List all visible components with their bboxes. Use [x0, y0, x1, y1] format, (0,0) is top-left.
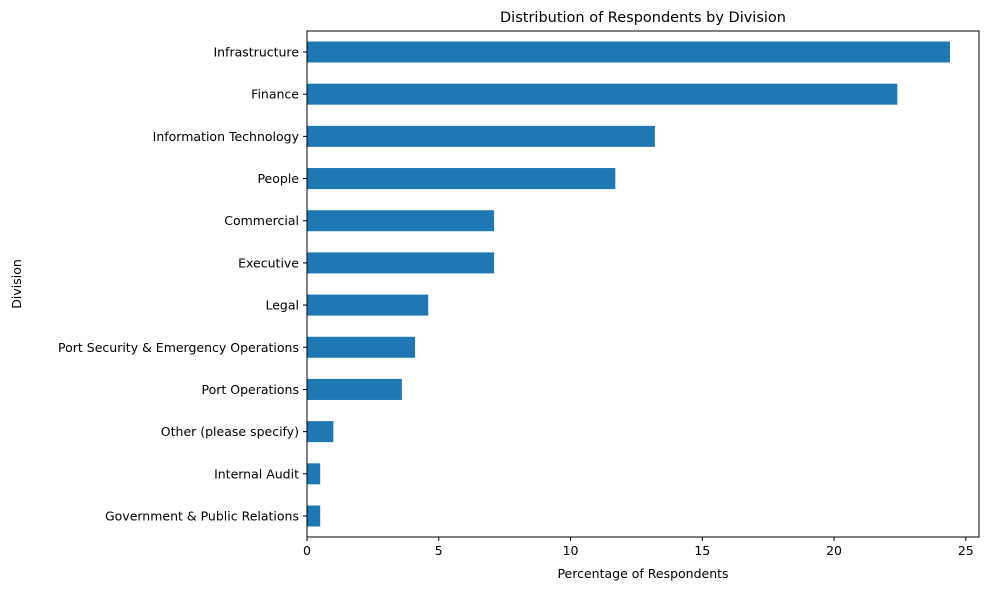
- y-tick-label: People: [257, 171, 299, 186]
- y-tick-label: Legal: [265, 298, 299, 313]
- y-tick-label: Executive: [238, 255, 299, 270]
- bar: [307, 294, 429, 316]
- y-tick-label: Information Technology: [153, 129, 300, 144]
- bar: [307, 41, 951, 63]
- y-tick-label: Finance: [251, 87, 299, 102]
- bar: [307, 83, 898, 105]
- bar: [307, 210, 495, 232]
- bar: [307, 505, 321, 527]
- x-tick-label: 10: [563, 543, 579, 558]
- y-tick-label: Port Security & Emergency Operations: [58, 340, 299, 355]
- bar: [307, 336, 416, 358]
- x-tick-label: 5: [435, 543, 443, 558]
- bar: [307, 378, 402, 400]
- chart-title: Distribution of Respondents by Division: [500, 10, 786, 26]
- y-tick-label: Port Operations: [202, 382, 299, 397]
- y-tick-label: Infrastructure: [213, 45, 299, 60]
- x-tick-label: 15: [694, 543, 710, 558]
- y-tick-label: Internal Audit: [214, 466, 299, 481]
- y-tick-label: Commercial: [224, 213, 299, 228]
- plot-frame: [306, 30, 980, 538]
- bar: [307, 168, 616, 190]
- bar: [307, 463, 321, 485]
- bar: [307, 125, 655, 147]
- y-tick-label: Government & Public Relations: [105, 509, 299, 524]
- y-axis-ticks: Infrastructure Finance Information Technol…: [58, 45, 307, 524]
- x-axis-ticks: 0 5 10 15 20 25: [303, 537, 974, 558]
- bar: [307, 421, 334, 443]
- bars-group: [307, 41, 951, 527]
- y-tick-label: Other (please specify): [161, 424, 299, 439]
- x-axis-label: Percentage of Respondents: [557, 566, 728, 581]
- x-tick-label: 25: [958, 543, 974, 558]
- x-tick-label: 20: [826, 543, 842, 558]
- y-axis-label: Division: [9, 259, 24, 309]
- x-tick-label: 0: [303, 543, 311, 558]
- bar: [307, 252, 495, 274]
